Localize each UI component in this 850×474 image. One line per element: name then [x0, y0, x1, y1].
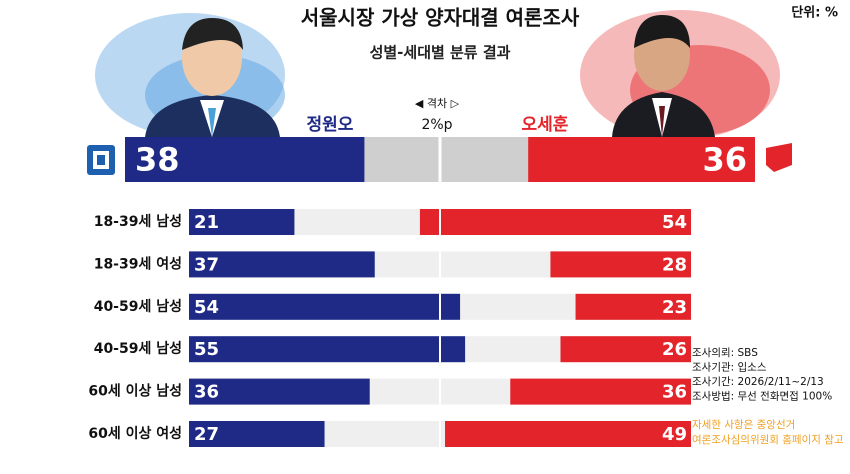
left-party-icon: [87, 145, 115, 175]
legend-right: 오세훈: [522, 114, 569, 135]
gap-value: 2%p: [421, 117, 452, 133]
value-label: 54: [662, 212, 687, 233]
gap-label: ◀ 격차 ▷: [415, 97, 460, 110]
bar: [419, 209, 691, 235]
right-party-icon: [766, 143, 792, 172]
bar: [189, 421, 325, 447]
overall-bar: [125, 137, 365, 182]
category-label: 18-39세 여성: [94, 255, 182, 272]
right-portrait: [580, 10, 780, 140]
overall-value: 36: [702, 141, 747, 179]
category-label: 40-59세 남성: [94, 340, 182, 357]
bar: [189, 293, 461, 320]
value-label: 36: [662, 382, 687, 403]
value-label: 21: [194, 212, 219, 233]
category-label: 60세 이상 남성: [88, 383, 182, 400]
chart-subtitle: 성별-세대별 분류 결과: [370, 44, 511, 62]
value-label: 26: [662, 339, 687, 360]
category-label: 18-39세 남성: [94, 213, 182, 230]
bar: [189, 251, 375, 278]
note: 조사기관: 입소스: [692, 361, 767, 374]
bar: [575, 293, 691, 320]
value-label: 27: [194, 424, 219, 445]
category-label: 40-59세 남성: [94, 298, 182, 315]
note: 조사기간: 2026/2/11~2/13: [692, 376, 824, 388]
disclaimer: 자세한 사항은 중앙선거: [692, 419, 795, 431]
value-label: 49: [662, 424, 687, 445]
value-label: 28: [662, 254, 687, 275]
value-label: 37: [194, 254, 219, 275]
bar: [560, 336, 691, 363]
left-portrait: [95, 13, 285, 137]
note: 조사방법: 무선 전화면접 100%: [692, 391, 832, 403]
note: 조사의뢰: SBS: [692, 347, 758, 359]
value-label: 36: [194, 382, 219, 403]
overall-value: 38: [135, 141, 180, 179]
bar: [445, 421, 691, 447]
value-label: 54: [194, 297, 219, 318]
overall-bar: [528, 137, 755, 182]
unit-label: 단위: %: [791, 5, 838, 21]
chart-title: 서울시장 가상 양자대결 여론조사: [301, 6, 580, 30]
legend-left: 정원오: [307, 115, 354, 135]
bar: [189, 209, 295, 235]
disclaimer: 여론조사심의위원회 홈페이지 참고: [692, 433, 844, 446]
bar: [189, 378, 370, 405]
bar: [550, 251, 691, 278]
bar: [510, 378, 691, 405]
value-label: 55: [194, 339, 219, 360]
bar: [189, 336, 466, 363]
category-label: 60세 이상 여성: [88, 425, 182, 442]
value-label: 23: [662, 297, 687, 318]
